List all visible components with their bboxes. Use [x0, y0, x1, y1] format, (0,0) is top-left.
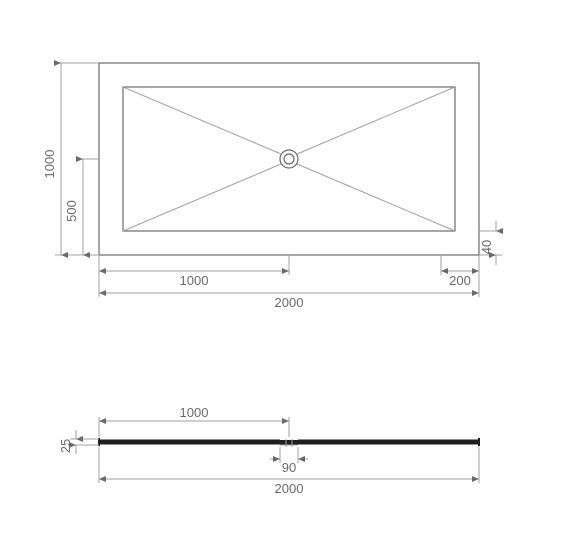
- dim-2000-top: 2000: [275, 295, 304, 310]
- dim-500: 500: [64, 200, 79, 222]
- dim-2000-section: 2000: [275, 481, 304, 496]
- dim-1000h: 1000: [180, 273, 209, 288]
- dim-200: 200: [449, 273, 471, 288]
- drawing-root: { "drawing": { "type": "technical-dimens…: [0, 0, 561, 552]
- dim-90: 90: [282, 460, 296, 475]
- diag-tl: [123, 87, 281, 154]
- diag-tr: [297, 87, 455, 154]
- dim-1000-section: 1000: [180, 405, 209, 420]
- outer-boundary: [99, 63, 479, 255]
- dim-40: 40: [479, 240, 494, 254]
- dim-25: 25: [58, 439, 73, 453]
- section-view: 1000 25 90 2000: [58, 405, 479, 496]
- drain-outer-circle: [280, 150, 298, 168]
- drain-inner-circle: [284, 154, 294, 164]
- drawing-svg: 1000 500 1000 200 2000 40: [0, 0, 561, 552]
- diag-bl: [123, 164, 281, 231]
- diag-br: [297, 164, 455, 231]
- top-view: 1000 500 1000 200 2000 40: [42, 63, 502, 310]
- dim-1000v: 1000: [42, 150, 57, 179]
